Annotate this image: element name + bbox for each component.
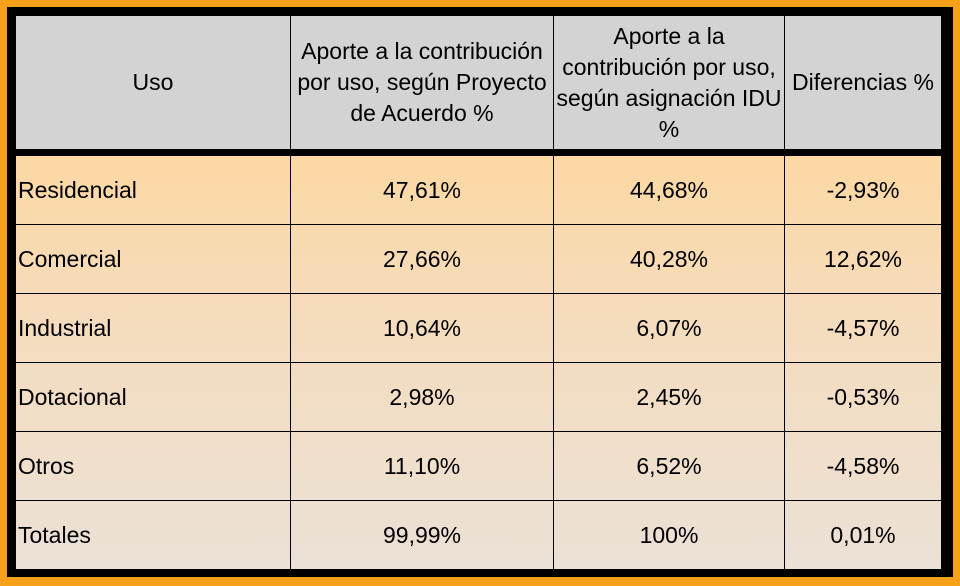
table-row: Otros 11,10% 6,52% -4,58% — [15, 431, 942, 501]
header-cell: Aporte a la contribución por uso, según … — [290, 15, 554, 156]
table-cell: 0,01% — [784, 500, 942, 570]
table-cell: 2,98% — [290, 362, 554, 432]
table-cell: 47,61% — [290, 152, 554, 225]
table-cell: -4,58% — [784, 431, 942, 501]
header-cell: Diferencias % — [784, 15, 942, 156]
table-cell: 11,10% — [290, 431, 554, 501]
row-label: Otros — [15, 431, 291, 501]
row-label: Comercial — [15, 224, 291, 294]
table-cell: -0,53% — [784, 362, 942, 432]
black-frame: Uso Aporte a la contribución por uso, seg… — [7, 7, 953, 577]
header-cell: Aporte a la contribución por uso, según … — [553, 15, 785, 156]
row-label: Industrial — [15, 293, 291, 363]
table-row: Residencial 47,61% 44,68% -2,93% — [15, 152, 942, 225]
table-cell: 2,45% — [553, 362, 785, 432]
table-cell: 10,64% — [290, 293, 554, 363]
table-cell: -2,93% — [784, 152, 942, 225]
table-body: Residencial 47,61% 44,68% -2,93% Comercial 27… — [15, 152, 942, 570]
row-label: Dotacional — [15, 362, 291, 432]
table-cell: 44,68% — [553, 152, 785, 225]
table: Uso Aporte a la contribución por uso, seg… — [15, 15, 942, 570]
header-cell: Uso — [15, 15, 291, 156]
row-label: Totales — [15, 500, 291, 570]
row-label: Residencial — [15, 152, 291, 225]
table-cell: 6,07% — [553, 293, 785, 363]
table-row: Comercial 27,66% 40,28% 12,62% — [15, 224, 942, 294]
table-row: Industrial 10,64% 6,07% -4,57% — [15, 293, 942, 363]
table-row: Dotacional 2,98% 2,45% -0,53% — [15, 362, 942, 432]
table-cell: 99,99% — [290, 500, 554, 570]
table-cell: 40,28% — [553, 224, 785, 294]
table-cell: -4,57% — [784, 293, 942, 363]
table-cell: 6,52% — [553, 431, 785, 501]
table-row: Totales 99,99% 100% 0,01% — [15, 500, 942, 570]
table-cell: 12,62% — [784, 224, 942, 294]
table-cell: 100% — [553, 500, 785, 570]
header-row: Uso Aporte a la contribución por uso, seg… — [15, 15, 942, 156]
table-cell: 27,66% — [290, 224, 554, 294]
